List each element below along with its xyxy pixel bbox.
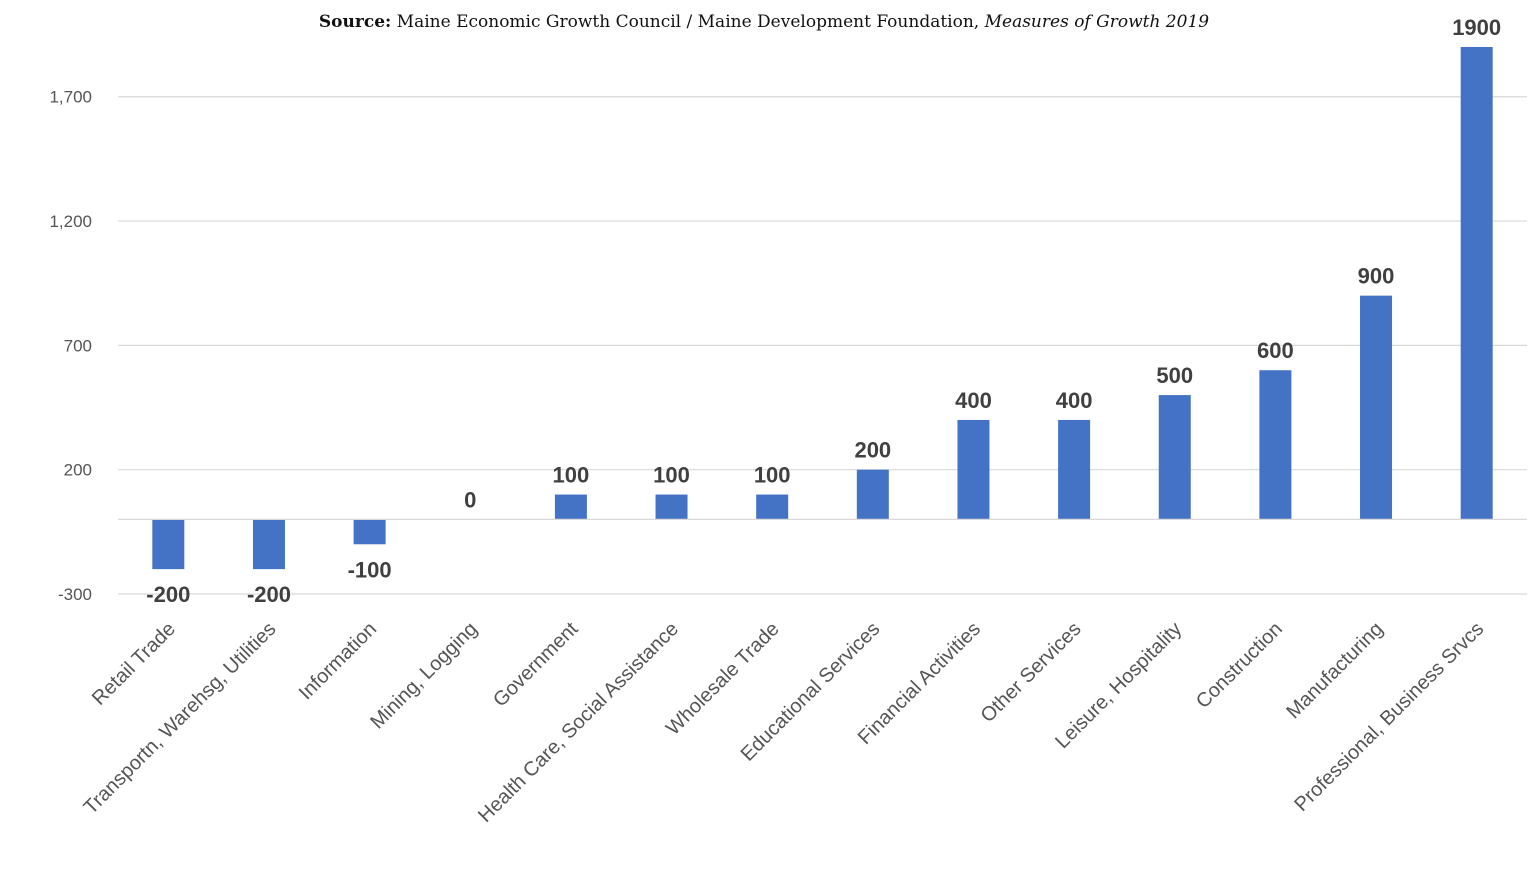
data-label: -200: [146, 582, 190, 607]
x-tick-label: Retail Trade: [88, 618, 180, 710]
data-label: 100: [754, 463, 791, 488]
data-label: 1900: [1452, 15, 1501, 40]
bar: [353, 519, 386, 545]
bar: [856, 469, 889, 520]
data-label: 500: [1156, 363, 1193, 388]
bar: [655, 494, 688, 520]
data-label: 100: [553, 463, 590, 488]
bar: [756, 494, 789, 520]
data-label: -200: [247, 582, 291, 607]
bar: [1158, 395, 1191, 520]
x-tick-label: Other Services: [977, 618, 1086, 727]
bar: [957, 419, 990, 520]
y-tick-label: 200: [64, 461, 92, 480]
bar: [1460, 47, 1493, 520]
bar: [1058, 419, 1091, 520]
data-label: 400: [955, 388, 992, 413]
bars: [152, 47, 1493, 570]
x-tick-label: Government: [489, 618, 583, 712]
x-tick-label: Professional, Business Srvcs: [1290, 618, 1488, 816]
source-publication: Measures of Growth 2019: [984, 12, 1210, 32]
chart-source: Source: Maine Economic Growth Council / …: [0, 12, 1528, 32]
y-tick-label: 1,200: [49, 212, 92, 231]
data-label: 600: [1257, 338, 1294, 363]
data-label: 400: [1056, 388, 1093, 413]
y-tick-label: 700: [64, 336, 92, 355]
bar: [252, 519, 285, 570]
data-label: 0: [464, 487, 476, 512]
x-tick-label: Manufacturing: [1282, 618, 1387, 723]
data-labels: -200 -200 -100 0 100 100 100 200 400 400 500 600 900…: [146, 15, 1501, 607]
data-label: 100: [653, 463, 690, 488]
gridlines: [118, 96, 1527, 595]
data-label: -100: [348, 557, 392, 582]
bar: [1360, 295, 1393, 520]
y-tick-label: -300: [58, 585, 92, 604]
source-text: Maine Economic Growth Council / Maine De…: [391, 12, 985, 32]
y-axis: -300 200 700 1,200 1,700: [49, 88, 92, 604]
x-tick-label: Mining, Logging: [366, 618, 481, 733]
x-tick-label: Information: [295, 618, 381, 704]
x-tick-label: Transportn, Warehsg, Utilities: [80, 618, 281, 819]
x-tick-label: Construction: [1192, 618, 1287, 713]
y-tick-label: 1,700: [49, 88, 92, 107]
data-label: 200: [854, 438, 891, 463]
bar: [152, 519, 185, 570]
source-label: Source:: [318, 12, 392, 32]
bar: [554, 494, 587, 520]
x-tick-label: Health Care, Social Assistance: [474, 618, 683, 827]
data-label: 900: [1358, 264, 1395, 289]
bar: [1259, 370, 1292, 520]
